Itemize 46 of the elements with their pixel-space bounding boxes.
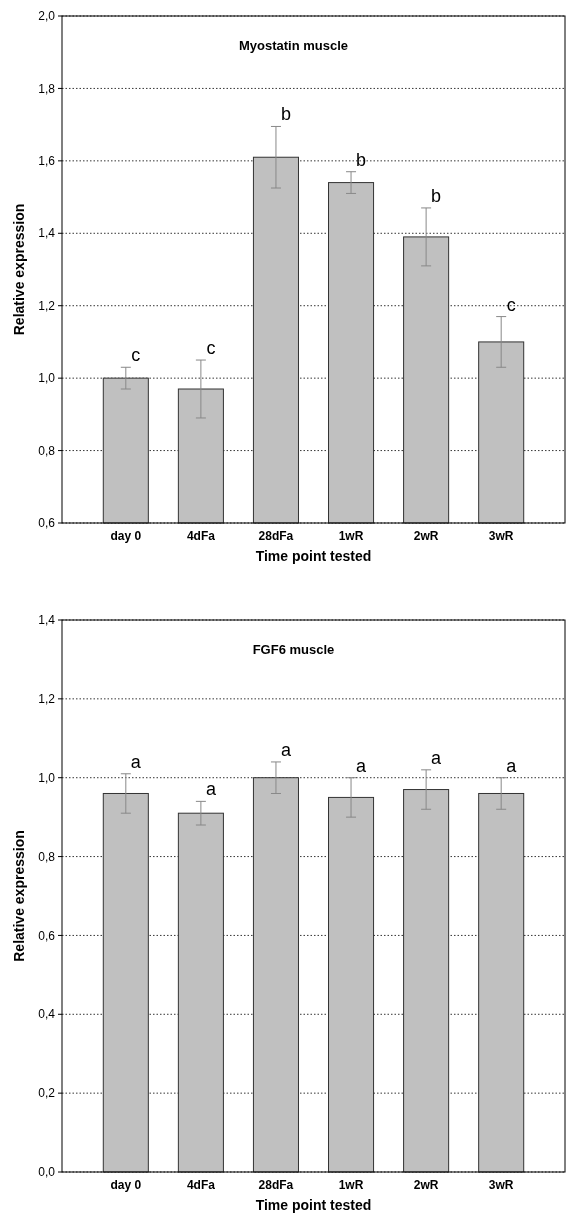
annotation: a (431, 747, 443, 768)
x-tick-label: 3wR (488, 1178, 514, 1192)
x-tick-label: day 0 (110, 529, 142, 543)
x-tick-label: 1wR (338, 1178, 364, 1192)
x-tick-label: 2wR (413, 1178, 439, 1192)
annotation: c (506, 294, 516, 315)
y-tick-label: 0,6 (38, 928, 56, 943)
y-tick-label: 1,4 (38, 226, 56, 241)
x-tick-label: 1wR (338, 529, 364, 543)
y-tick-label: 0,0 (38, 1165, 56, 1180)
text: FGF6 muscle (252, 642, 335, 657)
y-tick-label: 1,8 (38, 81, 56, 96)
annotation: c (206, 338, 216, 359)
x-tick-label: day 0 (110, 1178, 142, 1192)
x-axis-title: Time point tested (255, 548, 372, 564)
y-tick-label: 1,6 (38, 154, 56, 169)
y-tick-label: 0,4 (38, 1007, 56, 1022)
x-tick-label: 4dFa (186, 1178, 216, 1192)
y-tick-label: 2,0 (38, 9, 56, 24)
y-tick-label: 1,4 (38, 613, 56, 628)
y-tick-label: 0,6 (38, 516, 56, 531)
annotation: b (280, 104, 291, 125)
x-axis-title: Time point tested (255, 1197, 372, 1213)
annotation: a (280, 739, 292, 760)
annotation: a (130, 751, 142, 772)
y-tick-label: 0,2 (38, 1086, 56, 1101)
y-tick-label: 0,8 (38, 849, 56, 864)
y-tick-label: 1,2 (38, 692, 56, 707)
y-tick-label: 1,2 (38, 298, 56, 313)
annotation: a (356, 755, 368, 776)
annotation: c (131, 345, 141, 366)
x-tick-label: 2wR (413, 529, 439, 543)
annotation: a (205, 779, 217, 800)
x-tick-label: 28dFa (258, 1178, 294, 1192)
annotation: b (356, 149, 367, 170)
text: Myostatin muscle (238, 38, 349, 53)
x-tick-label: 3wR (488, 529, 514, 543)
y-tick-label: 0,8 (38, 443, 56, 458)
y-tick-label: 1,0 (38, 770, 56, 785)
x-tick-label: 28dFa (258, 529, 294, 543)
annotation: b (431, 185, 442, 206)
y-tick-label: 1,0 (38, 371, 56, 386)
x-tick-label: 4dFa (186, 529, 216, 543)
y-axis-title: Relative expression (11, 203, 27, 336)
y-axis-title: Relative expression (11, 830, 27, 962)
annotation: a (506, 755, 518, 776)
